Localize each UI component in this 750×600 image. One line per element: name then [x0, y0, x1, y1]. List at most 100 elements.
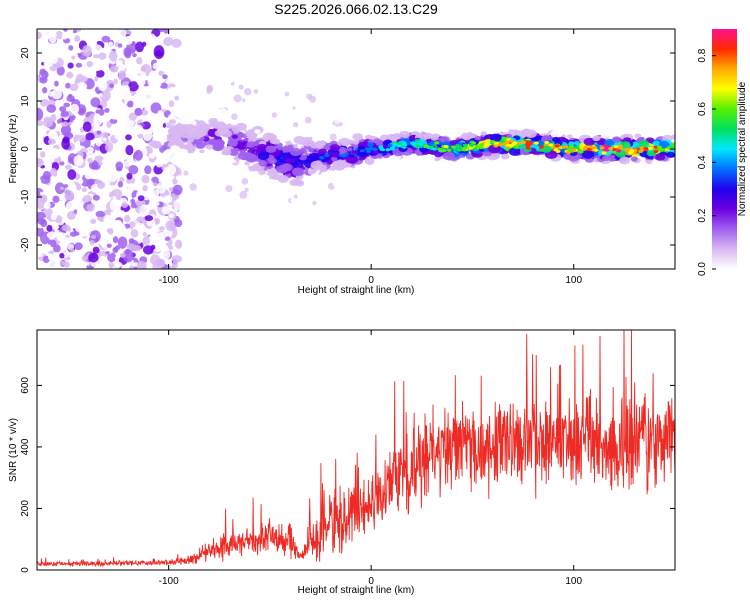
heatmap-blob	[132, 244, 142, 252]
heatmap-blob	[174, 218, 183, 228]
heatmap-blob	[115, 59, 123, 66]
heatmap-blob	[128, 81, 139, 92]
heatmap-hot-spot	[423, 144, 429, 148]
heatmap-blob	[331, 108, 335, 112]
heatmap-blob	[77, 107, 85, 114]
heatmap-hot-spot	[472, 147, 478, 152]
heatmap-blob	[268, 103, 273, 108]
heatmap-blob	[59, 252, 65, 259]
heatmap-blob	[262, 203, 267, 208]
heatmap-blob	[155, 79, 161, 84]
heatmap-blob	[65, 200, 76, 213]
y-tick-label: 0	[20, 567, 31, 573]
heatmap-blob	[224, 155, 237, 164]
heatmap-blob	[148, 140, 157, 147]
heatmap-blob	[254, 129, 261, 134]
heatmap-hot-spot	[599, 146, 605, 150]
heatmap-blob	[76, 207, 86, 220]
heatmap-blob	[79, 134, 86, 143]
heatmap-blob	[67, 62, 74, 69]
heatmap-blob	[211, 160, 222, 167]
heatmap-blob	[272, 174, 282, 181]
heatmap-hot-spot	[533, 141, 539, 145]
heatmap-blob	[58, 169, 66, 179]
heatmap-blob	[90, 234, 97, 240]
heatmap-blob	[552, 136, 560, 143]
heatmap-hot-spot	[443, 145, 449, 149]
heatmap-blob	[361, 128, 368, 134]
heatmap-blob	[293, 80, 298, 86]
heatmap-blob	[66, 95, 75, 102]
heatmap-blob	[566, 134, 573, 139]
heatmap-blob	[74, 35, 81, 42]
heatmap-hot-spot	[474, 144, 480, 148]
heatmap-blob	[300, 147, 306, 152]
heatmap-blob	[42, 255, 50, 264]
heatmap-blob	[312, 125, 318, 132]
heatmap-blob	[109, 91, 116, 99]
heatmap-blob	[142, 236, 150, 246]
heatmap-blob	[106, 121, 112, 128]
heatmap-hot-spot	[544, 141, 550, 145]
heatmap-blob	[63, 219, 70, 224]
heatmap-blob	[480, 131, 487, 136]
heatmap-blob	[113, 104, 125, 113]
heatmap-blob	[63, 261, 70, 268]
heatmap-blob	[430, 134, 440, 141]
heatmap-blob	[76, 183, 82, 191]
heatmap-blob	[119, 252, 126, 258]
heatmap-blob	[134, 149, 143, 161]
heatmap-blob	[241, 98, 246, 102]
heatmap-blob	[59, 194, 65, 201]
heatmap-blob	[113, 78, 118, 85]
heatmap-blob	[164, 236, 171, 241]
heatmap-blob	[199, 149, 205, 154]
heatmap-blob	[225, 147, 231, 152]
heatmap-hot-spot	[498, 143, 504, 147]
heatmap-blob	[166, 175, 171, 180]
heatmap-blob	[127, 100, 134, 108]
heatmap-blob	[354, 173, 361, 178]
heatmap-blob	[246, 153, 256, 161]
heatmap-blob	[271, 112, 278, 118]
heatmap-blob	[157, 110, 164, 116]
heatmap-blob	[128, 265, 135, 269]
heatmap-blob	[427, 156, 435, 162]
heatmap-blob	[152, 88, 159, 93]
heatmap-blob	[257, 152, 270, 160]
heatmap-blob	[293, 194, 298, 199]
heatmap-hot-spot	[389, 147, 395, 151]
heatmap-blob	[347, 157, 357, 164]
heatmap-blob	[133, 102, 140, 108]
heatmap-blob	[43, 201, 51, 210]
heatmap-blob	[168, 119, 177, 125]
heatmap-hot-spot	[446, 148, 452, 152]
heatmap-blob	[48, 53, 54, 60]
heatmap-blob	[482, 160, 491, 167]
colorbar-tick-label: 0.0	[697, 262, 708, 276]
heatmap-blob	[91, 70, 97, 77]
heatmap-blob	[47, 253, 55, 261]
heatmap-blob	[179, 129, 193, 139]
heatmap-blob	[169, 175, 175, 180]
heatmap-blob	[158, 70, 165, 76]
heatmap-blob	[152, 62, 162, 70]
heatmap-blob	[89, 239, 95, 246]
snr-x-axis-label: Height of straight line (km)	[298, 585, 415, 596]
heatmap-blob	[170, 127, 178, 133]
heatmap-blob	[198, 156, 207, 163]
heatmap-blob	[115, 161, 124, 171]
heatmap-hot-spot	[432, 147, 438, 151]
heatmap-blob	[298, 123, 307, 132]
heatmap-blob	[239, 190, 248, 199]
heatmap-hot-spot	[554, 144, 560, 148]
heatmap-blob	[105, 250, 110, 255]
heatmap-blob	[399, 130, 410, 138]
heatmap-blob	[607, 154, 618, 162]
heatmap-blob	[45, 245, 53, 251]
heatmap-blob	[346, 147, 353, 152]
heatmap-blob	[162, 230, 170, 237]
heatmap-blob	[261, 174, 270, 180]
heatmap-blob	[141, 110, 149, 116]
heatmap-blob	[51, 89, 62, 100]
